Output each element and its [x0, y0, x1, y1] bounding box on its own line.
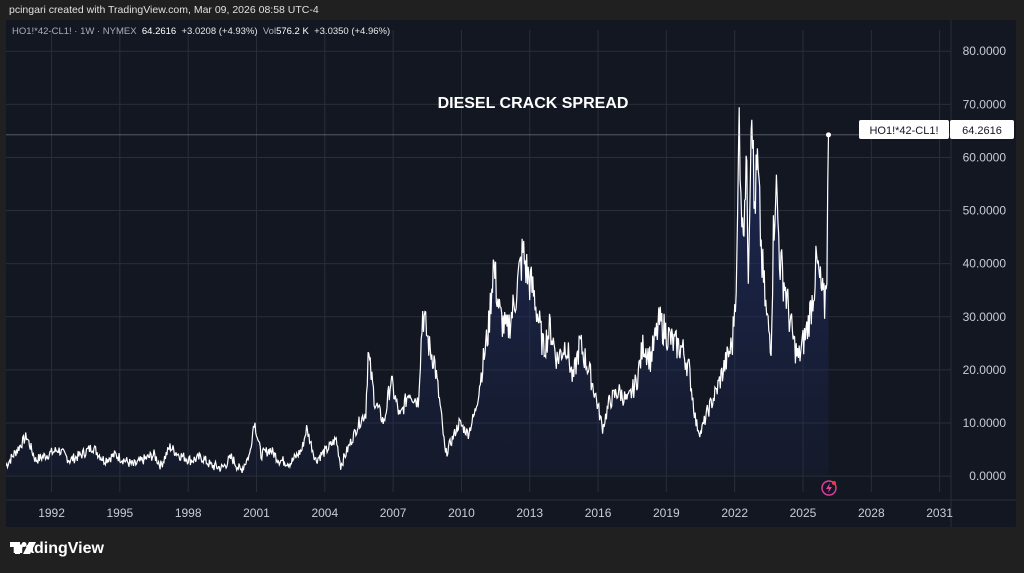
price-tag-symbol-box — [859, 120, 949, 139]
x-tick-label: 2022 — [721, 506, 748, 520]
y-tick-label: 80.0000 — [963, 44, 1007, 58]
event-flag-icon[interactable] — [821, 480, 837, 496]
chart-attribution: pcingari created with TradingView.com, M… — [9, 4, 319, 16]
price-tag-value: 64.2616 — [962, 125, 1002, 137]
x-tick-label: 2010 — [448, 506, 475, 520]
grid-layer — [6, 20, 1016, 527]
price-tag-symbol: HO1!*42-CL1! — [869, 125, 938, 137]
x-tick-label: 2007 — [380, 506, 407, 520]
x-tick-label: 1998 — [175, 506, 202, 520]
legend-symbol: HO1!*42-CL1! · 1W · NYMEX — [12, 26, 137, 37]
series-legend: HO1!*42-CL1! · 1W · NYMEX 64.2616 +3.020… — [12, 26, 390, 37]
price-tag-layer: HO1!*42-CL1! 64.2616 — [859, 120, 1014, 139]
y-tick-label: 0.0000 — [969, 469, 1006, 483]
chart-panel[interactable]: 0.0000 10.0000 20.0000 30.0000 40.0000 50.000… — [6, 20, 1016, 527]
price-tag-value-box — [950, 120, 1014, 139]
ticks-layer: 0.0000 10.0000 20.0000 30.0000 40.0000 50.000… — [38, 44, 1006, 520]
area-layer — [6, 107, 951, 477]
legend-volume: 576.2 K — [276, 26, 309, 37]
x-tick-label: 2028 — [858, 506, 885, 520]
y-tick-label: 10.0000 — [963, 416, 1007, 430]
last-point-marker — [825, 132, 831, 138]
chart-title: DIESEL CRACK SPREAD — [438, 95, 629, 112]
tradingview-brand[interactable]: TradingView — [10, 540, 104, 558]
legend-vol-change: +3.0350 (+4.96%) — [314, 26, 391, 37]
y-tick-label: 40.0000 — [963, 257, 1007, 271]
x-tick-label: 2004 — [311, 506, 338, 520]
x-tick-label: 2013 — [516, 506, 543, 520]
y-tick-label: 30.0000 — [963, 310, 1007, 324]
series-line — [6, 107, 830, 474]
chart-svg[interactable]: 0.0000 10.0000 20.0000 30.0000 40.0000 50.000… — [6, 20, 1016, 527]
x-tick-label: 2019 — [653, 506, 680, 520]
y-tick-label: 50.0000 — [963, 204, 1007, 218]
legend-last: 64.2616 — [141, 26, 177, 37]
x-tick-label: 1992 — [38, 506, 65, 520]
legend-change: +3.0208 (+4.93%) — [181, 26, 258, 37]
y-tick-label: 70.0000 — [963, 97, 1007, 111]
x-tick-label: 1995 — [107, 506, 134, 520]
x-tick-label: 2025 — [790, 506, 817, 520]
y-tick-label: 20.0000 — [963, 363, 1007, 377]
legend-vol-label: Vol — [262, 26, 277, 37]
x-tick-label: 2016 — [585, 506, 612, 520]
y-tick-label: 60.0000 — [963, 150, 1007, 164]
x-tick-label: 2031 — [926, 506, 953, 520]
tradingview-logo-icon — [10, 542, 36, 554]
x-tick-label: 2001 — [243, 506, 270, 520]
